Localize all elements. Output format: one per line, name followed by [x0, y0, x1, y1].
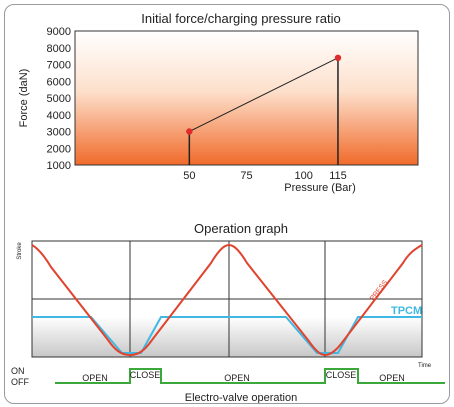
valve-segment-2: CLOSE	[130, 370, 161, 380]
valve-segment-5: OPEN	[379, 373, 405, 383]
valve-title: Electro-valve operation	[185, 392, 298, 404]
chart-frame: Initial force/charging pressure ratio 10…	[4, 4, 450, 404]
force-data-marks	[186, 54, 342, 165]
force-y-tick-7: 8000	[47, 43, 71, 55]
force-y-tick-4: 5000	[47, 93, 71, 105]
force-y-tick-8: 9000	[47, 26, 71, 38]
press-series-line	[31, 243, 423, 357]
force-y-tick-1: 2000	[47, 143, 71, 155]
force-y-tick-6: 7000	[47, 60, 71, 72]
force-x-tick-1: 75	[240, 170, 252, 182]
force-y-tick-labels: 1000 2000 3000 4000 5000 6000 7000 8000 9000	[47, 26, 71, 172]
force-x-tick-0: 50	[183, 170, 195, 182]
chart-canvas: Initial force/charging pressure ratio 10…	[11, 11, 445, 404]
operation-gray-band	[32, 317, 422, 357]
valve-signal-line	[55, 368, 445, 384]
force-x-tick-3: 115	[329, 170, 347, 182]
force-plot-area	[74, 30, 419, 166]
force-x-tick-labels: 50 75 100 115	[183, 170, 347, 182]
valve-segment-1: OPEN	[82, 373, 108, 383]
tpcm-series-label: TPCM	[391, 305, 422, 317]
force-y-tick-2: 3000	[47, 127, 71, 139]
operation-chart-title: Operation graph	[194, 221, 288, 236]
force-x-axis-label: Pressure (Bar)	[284, 182, 356, 194]
operation-y-axis-label: Stroke	[17, 242, 23, 260]
force-y-tick-3: 4000	[47, 110, 71, 122]
force-chart-title: Initial force/charging pressure ratio	[141, 11, 340, 26]
force-x-tick-2: 100	[294, 170, 312, 182]
force-y-axis-label: Force (daN)	[18, 69, 30, 128]
operation-x-axis-label: Time	[418, 363, 432, 369]
valve-segment-4: CLOSE	[326, 370, 357, 380]
valve-segment-3: OPEN	[224, 373, 250, 383]
force-y-tick-5: 6000	[47, 76, 71, 88]
force-point-1	[334, 54, 342, 61]
force-point-0	[186, 128, 193, 135]
valve-state-off-label: OFF	[11, 377, 29, 387]
valve-state-on-label: ON	[11, 366, 25, 376]
force-connector-line	[189, 57, 339, 132]
force-y-tick-0: 1000	[47, 160, 71, 172]
